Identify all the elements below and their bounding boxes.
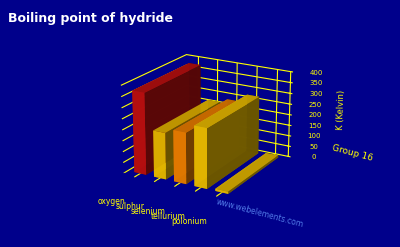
Text: Group 16: Group 16 — [331, 143, 373, 163]
Text: www.webelements.com: www.webelements.com — [215, 197, 305, 229]
Text: Boiling point of hydride: Boiling point of hydride — [8, 12, 173, 25]
